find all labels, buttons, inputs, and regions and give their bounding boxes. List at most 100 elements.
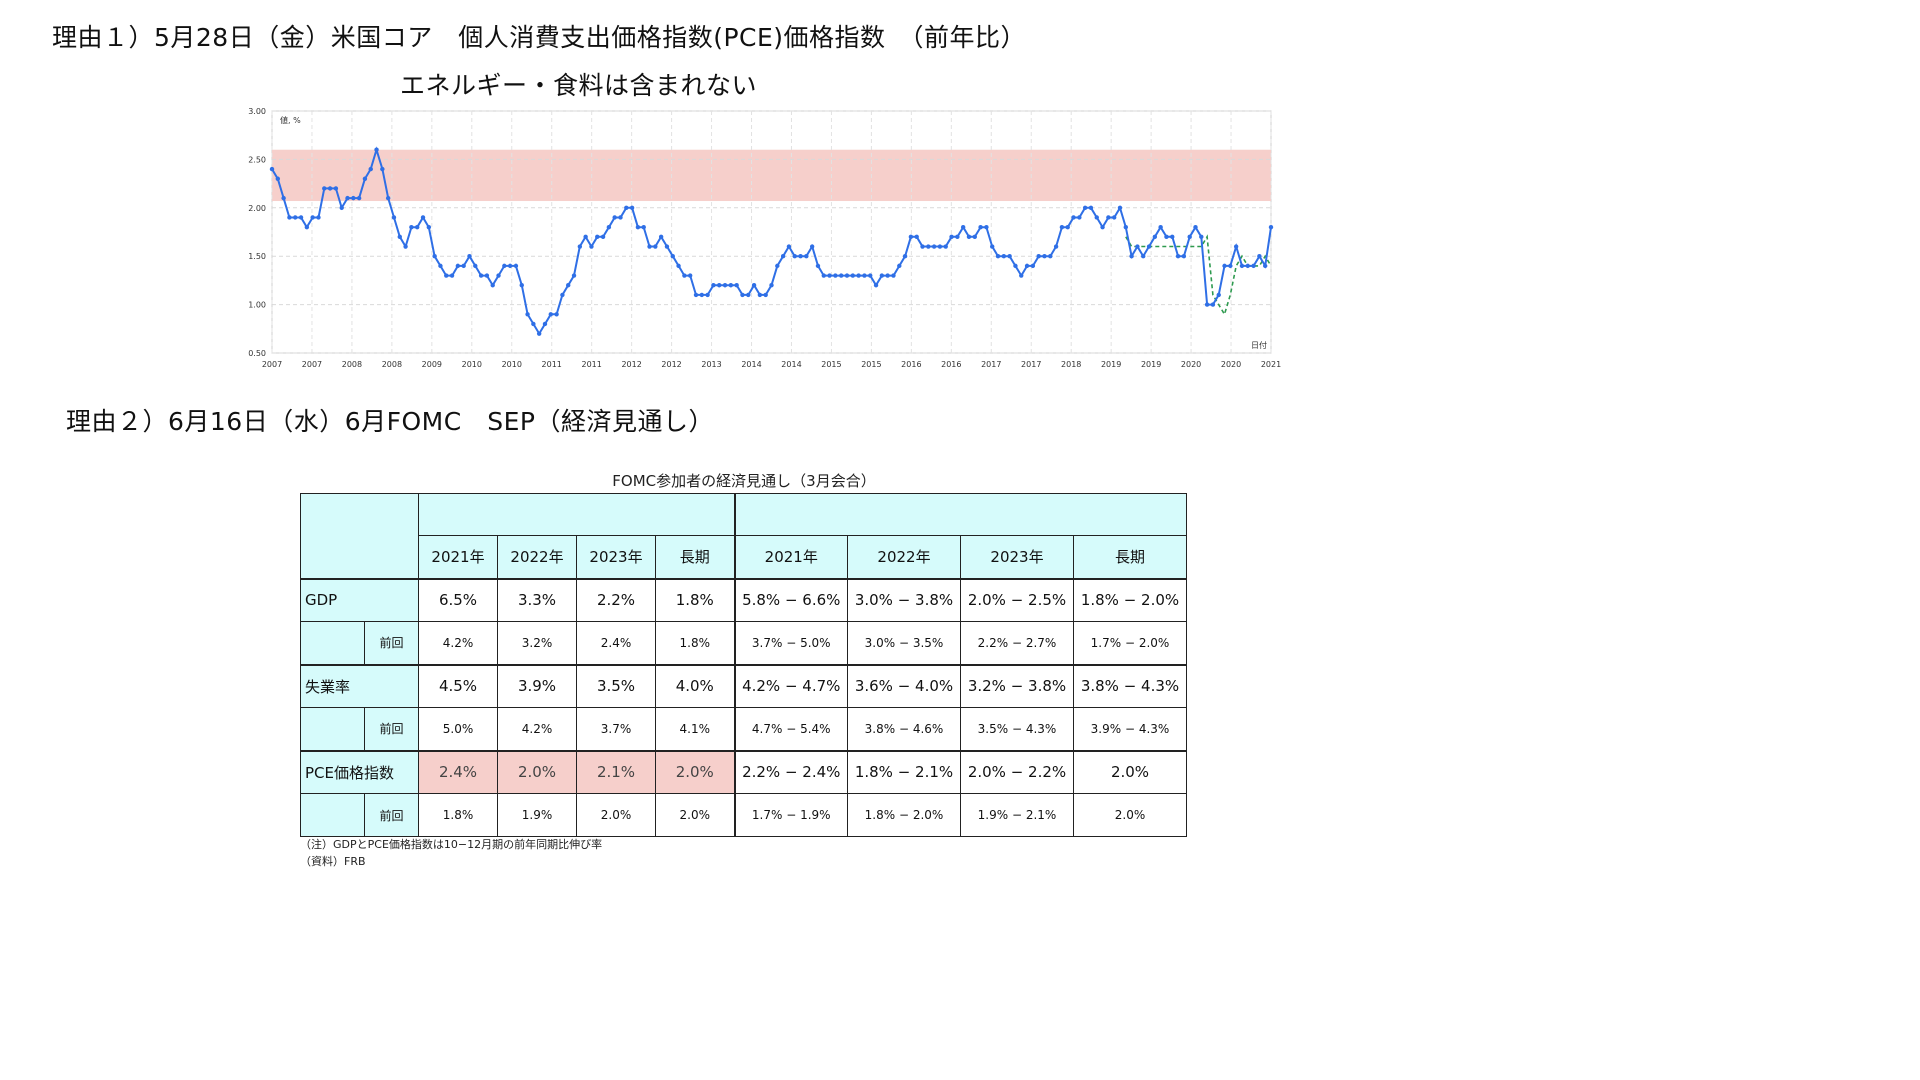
data-point <box>281 195 286 201</box>
data-point <box>821 273 826 278</box>
data-point <box>1216 292 1221 298</box>
data-point <box>902 254 908 259</box>
table-corner-cell <box>300 493 419 579</box>
table-cell: 3.5% − 4.3% <box>960 707 1074 751</box>
x-tick-label: 2018 <box>1061 360 1081 369</box>
data-point <box>740 292 745 298</box>
table-cell: 1.8% <box>655 577 735 622</box>
data-point <box>1001 254 1007 259</box>
data-point <box>339 205 344 210</box>
data-point <box>1262 263 1268 269</box>
data-point <box>461 263 466 269</box>
data-point <box>990 244 995 249</box>
data-point <box>1141 254 1146 259</box>
data-point <box>931 244 937 249</box>
data-point <box>1222 263 1227 269</box>
data-point <box>1088 205 1094 210</box>
table-row-unemployment-prev: 前回 5.0% 4.2% 3.7% 4.1% 4.7% − 5.4% 3.8% … <box>300 707 1187 751</box>
table-cell: 3.0% − 3.8% <box>847 577 961 622</box>
year-header: 2022年 <box>847 535 961 579</box>
data-point <box>513 263 519 269</box>
table-cell: 2.0% − 2.2% <box>960 749 1074 794</box>
data-point <box>1053 244 1059 249</box>
x-tick-label: 2016 <box>901 360 921 369</box>
data-point <box>327 186 333 191</box>
table-cell: 4.5% <box>418 663 498 708</box>
data-point <box>1164 234 1169 240</box>
data-point <box>484 273 490 278</box>
data-point <box>647 244 652 249</box>
data-point <box>786 244 792 249</box>
table-cell: 1.8% − 2.0% <box>847 793 961 837</box>
table-row-unemployment: 失業率 4.5% 3.9% 3.5% 4.0% 4.2% − 4.7% 3.6%… <box>300 663 1187 708</box>
table-cell-highlighted: 2.0% <box>497 749 577 794</box>
data-point <box>897 263 902 269</box>
data-point <box>1071 215 1076 220</box>
x-tick-label: 2021 <box>1261 360 1281 369</box>
data-point <box>653 244 658 249</box>
data-point <box>995 254 1001 259</box>
x-tick-label: 2008 <box>382 360 402 369</box>
data-point <box>333 186 339 191</box>
data-point <box>920 244 925 249</box>
table-cell: 3.2% <box>497 621 577 665</box>
x-axis-label: 日付 <box>1251 340 1267 350</box>
x-tick-label: 2011 <box>542 360 562 369</box>
range-group-header <box>733 493 1187 536</box>
row-label-spacer <box>300 793 365 837</box>
data-point <box>600 234 606 240</box>
data-point <box>635 224 641 230</box>
data-point <box>833 273 838 278</box>
core-pce-line-chart: 3.00 2.50 2.00 1.50 1.00 0.50 2007 2007 2008 2008… <box>240 100 1290 375</box>
x-tick-label: 2012 <box>661 360 681 369</box>
table-row-gdp-prev: 前回 4.2% 3.2% 2.4% 1.8% 3.7% − 5.0% 3.0% … <box>300 621 1187 665</box>
table-cell: 3.9% <box>497 663 577 708</box>
x-tick-label: 2017 <box>981 360 1001 369</box>
x-tick-label: 2009 <box>422 360 442 369</box>
data-point <box>322 186 327 191</box>
data-point <box>885 273 890 278</box>
data-point <box>287 215 292 220</box>
table-cell: 3.0% − 3.5% <box>847 621 961 665</box>
data-point <box>949 234 954 240</box>
data-point <box>780 254 786 259</box>
data-point <box>403 244 408 249</box>
chart-svg: 3.00 2.50 2.00 1.50 1.00 0.50 2007 2007 2008 2008… <box>248 107 1281 369</box>
median-group-header <box>418 493 735 536</box>
data-point <box>374 147 379 152</box>
data-point <box>705 292 710 298</box>
data-point <box>641 224 646 230</box>
data-point <box>815 263 821 269</box>
data-point <box>972 234 977 240</box>
table-cell-highlighted: 2.4% <box>418 749 498 794</box>
data-point <box>502 263 507 269</box>
data-point <box>1013 263 1018 269</box>
data-point <box>734 283 739 288</box>
data-point <box>1170 234 1175 240</box>
table-cell: 5.0% <box>418 707 498 751</box>
table-cell: 1.7% − 2.0% <box>1073 621 1187 665</box>
table-cell: 4.2% <box>418 621 498 665</box>
table-cell: 2.0% − 2.5% <box>960 577 1074 622</box>
data-point <box>1257 254 1262 259</box>
data-point <box>746 292 751 298</box>
data-point <box>804 254 809 259</box>
data-point <box>496 273 501 278</box>
x-tick-label: 2019 <box>1101 360 1121 369</box>
data-point <box>699 292 705 298</box>
table-cell: 1.8% <box>655 621 735 665</box>
data-point <box>717 283 722 288</box>
table-cell: 4.7% − 5.4% <box>733 707 848 751</box>
table-cell: 1.8% − 2.1% <box>847 749 961 794</box>
data-point <box>670 254 675 259</box>
data-point <box>1210 302 1216 307</box>
row-label-spacer <box>300 621 365 665</box>
data-point <box>792 254 797 259</box>
data-point <box>577 244 583 249</box>
data-point <box>1042 254 1047 259</box>
data-point <box>1228 263 1233 269</box>
data-point <box>542 321 548 327</box>
data-point <box>1158 224 1163 230</box>
data-point <box>1129 254 1134 259</box>
row-label-unemployment: 失業率 <box>300 663 419 708</box>
